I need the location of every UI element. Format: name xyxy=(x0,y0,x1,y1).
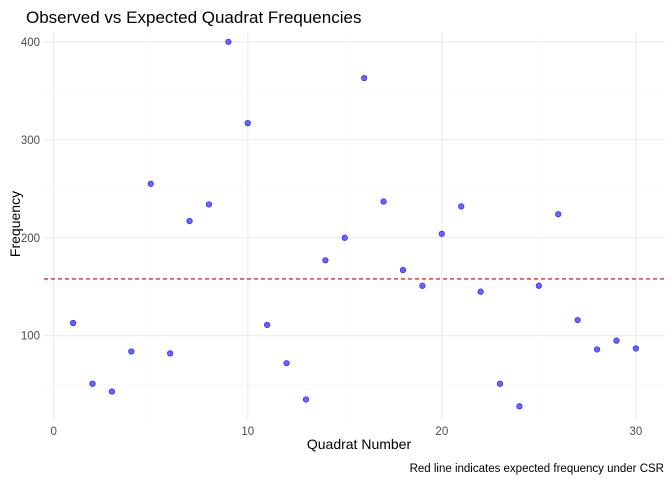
data-point xyxy=(108,388,116,395)
x-tick-label: 0 xyxy=(51,426,57,438)
data-point xyxy=(574,316,581,324)
data-point xyxy=(632,345,639,352)
data-point xyxy=(477,288,484,295)
x-axis-ticks: 0 10 20 30 xyxy=(51,426,643,438)
data-point xyxy=(147,180,154,187)
data-point xyxy=(322,257,329,264)
data-point xyxy=(593,346,601,353)
data-point xyxy=(438,230,445,237)
data-point xyxy=(89,380,96,387)
grid xyxy=(44,32,665,420)
data-point xyxy=(496,380,504,387)
y-tick-label: 200 xyxy=(21,233,40,245)
data-point xyxy=(70,319,77,327)
y-tick-label: 100 xyxy=(21,331,40,343)
data-point xyxy=(167,350,174,357)
data-point xyxy=(186,218,193,225)
data-point xyxy=(613,337,620,344)
data-point xyxy=(399,266,407,274)
x-tick-label: 20 xyxy=(435,426,448,438)
data-point xyxy=(458,203,465,210)
chart-title: Observed vs Expected Quadrat Frequencies xyxy=(26,8,361,27)
data-point xyxy=(555,211,562,218)
data-point xyxy=(535,282,542,289)
data-point xyxy=(302,396,310,403)
data-point xyxy=(361,74,368,82)
data-point xyxy=(283,360,290,367)
data-point xyxy=(225,38,232,45)
data-point xyxy=(205,201,213,208)
y-tick-label: 300 xyxy=(21,135,40,147)
y-tick-label: 400 xyxy=(21,37,40,49)
data-point xyxy=(380,198,387,205)
data-point xyxy=(128,348,135,355)
data-point xyxy=(341,234,348,241)
data-point xyxy=(244,120,251,127)
x-tick-label: 30 xyxy=(629,426,642,438)
data-point xyxy=(264,321,271,329)
data-point xyxy=(516,403,523,410)
y-axis-ticks: 100 200 300 400 xyxy=(21,37,40,343)
x-tick-label: 10 xyxy=(241,426,254,438)
data-point xyxy=(419,282,426,289)
data-points xyxy=(70,38,639,410)
y-axis-title: Frequency xyxy=(7,191,23,257)
x-axis-title: Quadrat Number xyxy=(307,436,412,452)
chart-caption: Red line indicates expected frequency un… xyxy=(410,463,664,475)
